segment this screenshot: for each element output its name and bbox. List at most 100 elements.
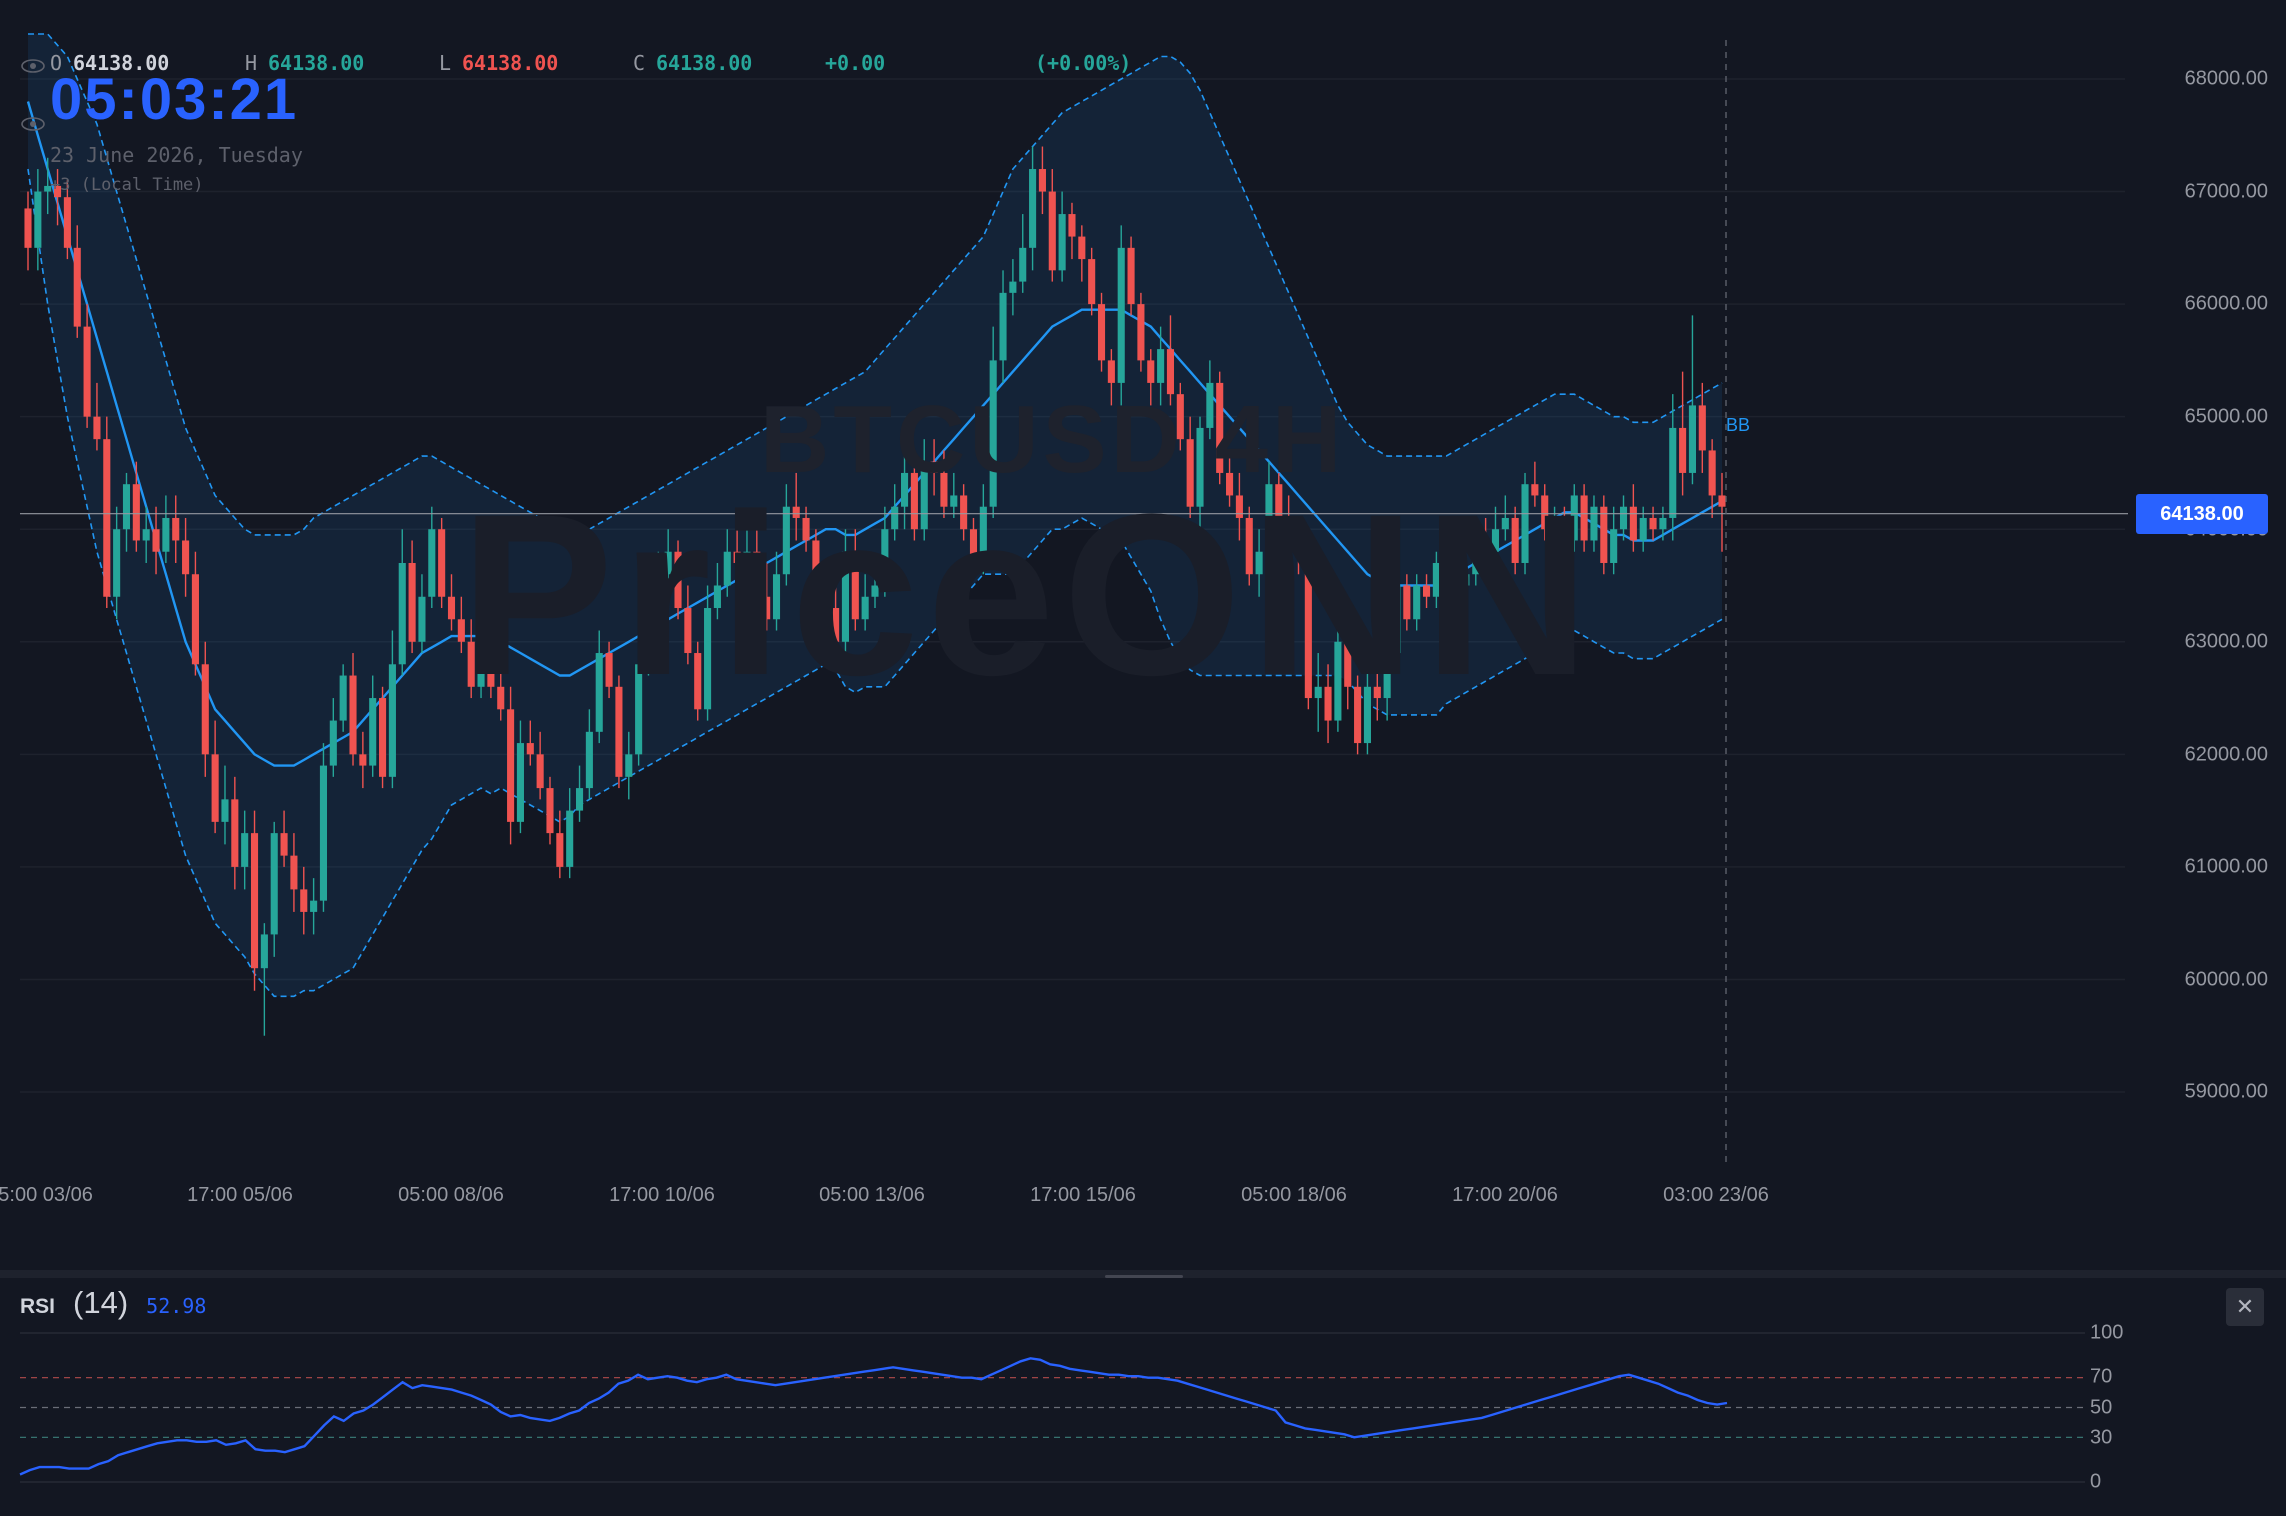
close-icon[interactable]: ✕ (2226, 1288, 2264, 1326)
time-axis-label: 05:00 13/06 (819, 1184, 925, 1206)
candle-body (871, 585, 879, 597)
candle-body (812, 540, 820, 586)
candle-body (1196, 427, 1204, 507)
pane-separator[interactable] (0, 1270, 2286, 1278)
candle-body (24, 208, 32, 248)
candle-body (1235, 495, 1243, 518)
candle-body (290, 855, 298, 890)
candle-body (989, 360, 997, 507)
candle-body (1659, 517, 1667, 530)
candle-body (1265, 484, 1273, 552)
candle-body (349, 675, 357, 755)
candle-body (191, 574, 199, 665)
candle-body (1551, 517, 1559, 530)
candle-body (1294, 529, 1303, 552)
candle-body (1491, 529, 1500, 552)
candle-body (713, 585, 721, 609)
rsi-level-label: 30 (2090, 1426, 2113, 1449)
eye-icon[interactable] (20, 116, 46, 132)
candle-body (260, 934, 268, 969)
candle-body (1255, 551, 1263, 575)
close-label: C (633, 51, 646, 75)
eye-icon[interactable] (20, 58, 46, 74)
bb-indicator-tag[interactable]: BB (1726, 415, 1751, 435)
close-value: 64138.00 (656, 51, 753, 75)
candle-body (772, 574, 781, 620)
price-axis-label: 63000.00 (2184, 630, 2268, 653)
bollinger-band-fill (28, 34, 1722, 997)
candle-body (635, 664, 643, 755)
candle-body (625, 754, 633, 777)
candle-body (1619, 506, 1628, 530)
open-value: 64138.00 (73, 51, 170, 75)
candle-body (536, 754, 544, 789)
candle-body (1029, 169, 1037, 248)
candle-body (63, 197, 71, 248)
rsi-level-label: 100 (2090, 1321, 2124, 1344)
time-axis-label: 17:00 15/06 (1030, 1184, 1136, 1206)
candle-body (595, 653, 603, 732)
open-label: O (50, 51, 63, 75)
candle-body (979, 506, 987, 563)
candle-body (103, 439, 111, 597)
candle-body (270, 833, 278, 935)
candle-body (1324, 686, 1332, 721)
candle-body (733, 551, 741, 563)
candle-body (546, 788, 554, 834)
candle-body (369, 698, 377, 766)
rsi-legend: RSI (14) 52.98 (20, 1285, 206, 1325)
candle-body (1334, 641, 1342, 721)
candle-body (1206, 382, 1214, 428)
candle-body (615, 686, 623, 777)
candle-body (182, 540, 190, 575)
candle-body (585, 731, 593, 789)
candle-body (782, 506, 790, 575)
time-axis-label: 17:00 05/06 (187, 1184, 293, 1206)
rsi-level-label: 0 (2090, 1470, 2102, 1493)
candle-body (310, 900, 318, 912)
candle-body (1521, 484, 1529, 563)
candle-body (1688, 405, 1696, 473)
candle-body (1422, 585, 1431, 597)
candle-body (1669, 427, 1677, 518)
candle-body (1452, 585, 1460, 597)
candle-body (763, 596, 771, 620)
candle-body (1649, 517, 1657, 530)
candle-body (142, 529, 150, 541)
change-percent: (+0.00%) (1035, 51, 1132, 75)
bollinger-upper-line (28, 33, 1723, 536)
candle-body (1531, 484, 1539, 496)
candle-body (822, 585, 830, 609)
candle-body (1560, 517, 1568, 541)
time-axis-label: 05:00 08/06 (398, 1184, 504, 1206)
candle-body (1413, 585, 1421, 620)
candle-body (1383, 653, 1391, 699)
candle-body (575, 788, 584, 811)
candle-body (910, 472, 918, 530)
time-axis-label: 05:00 18/06 (1241, 1184, 1347, 1206)
candle-body (300, 889, 308, 912)
pane-resize-handle[interactable] (1105, 1275, 1183, 1278)
candle-body (841, 551, 849, 642)
low-label: L (439, 51, 452, 75)
price-axis-label: 60000.00 (2184, 968, 2268, 991)
candle-body (93, 416, 101, 440)
candle-body (162, 517, 170, 552)
candle-body (1137, 304, 1145, 361)
candle-body (1117, 247, 1125, 383)
candle-body (477, 596, 485, 687)
candle-body (1048, 191, 1056, 271)
candle-body (1285, 517, 1293, 530)
candle-body (1068, 214, 1076, 237)
candle-body (280, 833, 288, 856)
price-axis-label: 62000.00 (2184, 743, 2268, 766)
time-axis-label: 17:00 20/06 (1452, 1184, 1558, 1206)
clock-timezone: +3 (Local Time) (50, 175, 204, 195)
candle-body (566, 810, 574, 867)
candle-body (132, 484, 140, 541)
rsi-line (19, 1357, 1728, 1476)
time-axis-label: 17:00 10/06 (609, 1184, 715, 1206)
candle-body (1226, 472, 1234, 496)
candle-body (1216, 382, 1224, 473)
